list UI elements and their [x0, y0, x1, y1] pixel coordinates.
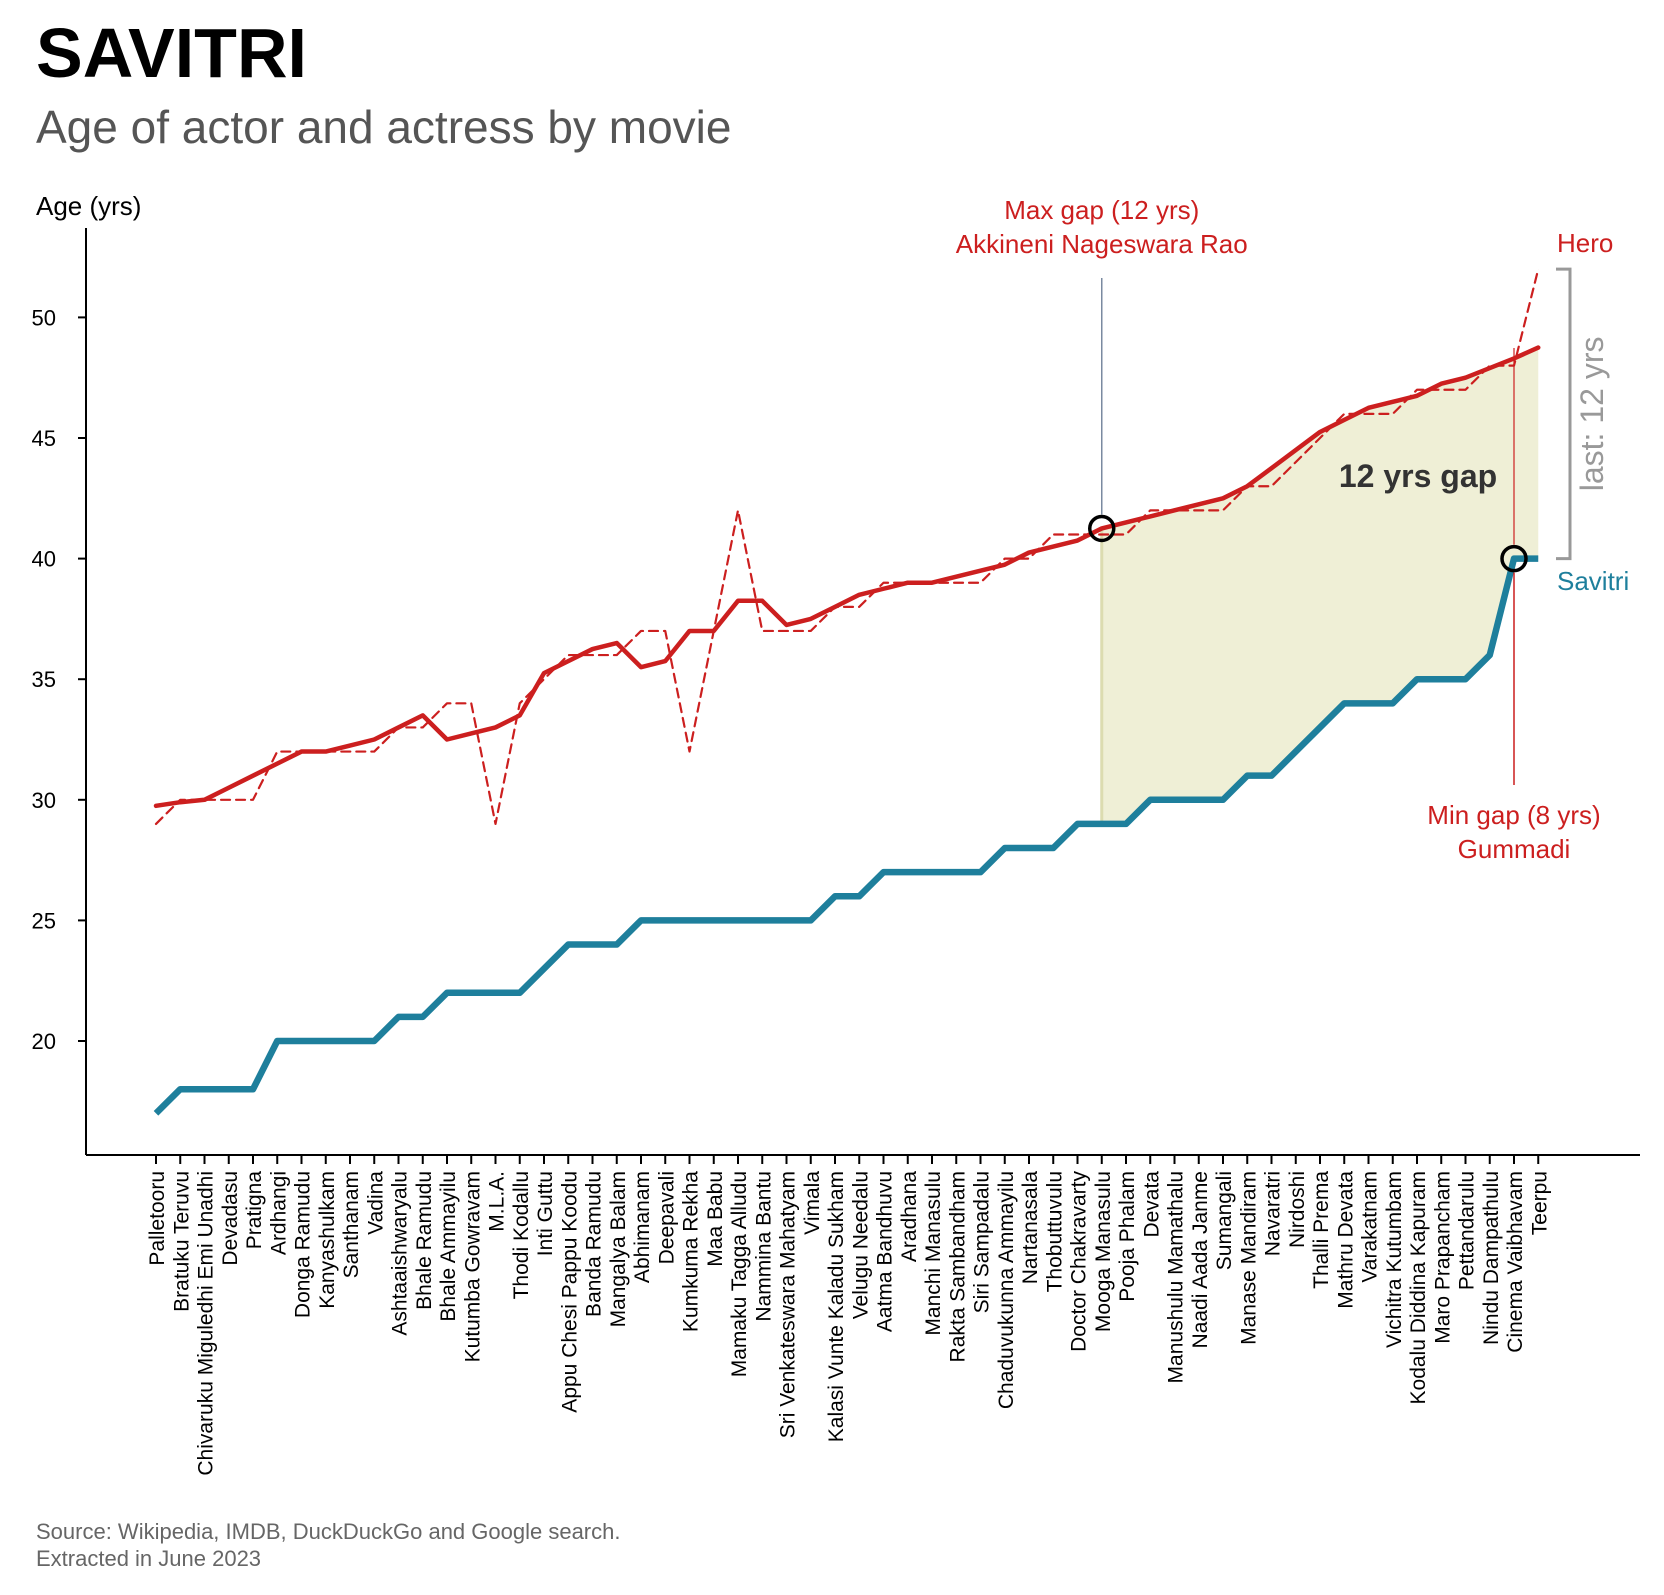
- x-tick-label: Mangalya Balam: [607, 1171, 630, 1327]
- x-tick-label: Deepavali: [655, 1171, 678, 1264]
- x-tick-label: Rakta Sambandham: [946, 1171, 969, 1362]
- x-tick-label: Naadi Aada Janme: [1189, 1171, 1212, 1348]
- hero-series-label: Hero: [1557, 228, 1613, 258]
- chart-subtitle: Age of actor and actress by movie: [36, 101, 732, 153]
- hero-smoothed-line: [153, 345, 1541, 809]
- x-tick-label: Doctor Chakravarty: [1068, 1171, 1091, 1352]
- x-tick-labels: Palletooru Bratuku Teruvu Chivaruku Migule…: [146, 1155, 1551, 1476]
- x-tick-label: Cinema Vaibhavam: [1504, 1171, 1527, 1353]
- x-tick-label: Aatma Bandhuvu: [874, 1171, 897, 1332]
- hero-dashed-line: [154, 268, 1540, 826]
- x-tick-label: Velugu Needalu: [849, 1171, 872, 1319]
- x-tick-label: Varakatnam: [1359, 1171, 1382, 1283]
- x-tick-label: Thodi Kodallu: [510, 1171, 533, 1299]
- x-tick-label: Kodalu Diddina Kapuram: [1407, 1171, 1430, 1404]
- gap-label: 12 yrs gap: [1339, 458, 1497, 494]
- max-gap-label: Max gap (12 yrs): [1004, 195, 1199, 225]
- x-tick-label: Bratuku Teruvu: [170, 1171, 193, 1312]
- x-tick-label: Palletooru: [146, 1171, 169, 1266]
- source-note: Source: Wikipedia, IMDB, DuckDuckGo and …: [36, 1518, 620, 1572]
- y-tick-label: 35: [32, 667, 56, 692]
- extracted-line: Extracted in June 2023: [36, 1546, 262, 1571]
- x-tick-label: Santhanam: [340, 1171, 363, 1278]
- gap-area: [1101, 347, 1539, 824]
- savitri-line: [153, 555, 1539, 1116]
- x-tick-label: Vimala: [801, 1171, 824, 1235]
- x-tick-label: Kumkuma Rekha: [680, 1171, 703, 1332]
- x-tick-label: Kalasi Vunte Kaladu Sukham: [825, 1171, 848, 1442]
- x-tick-label: Abhimanam: [631, 1171, 654, 1283]
- x-tick-label: Nirdoshi: [1286, 1171, 1309, 1248]
- savitri-series-label: Savitri: [1557, 566, 1629, 596]
- x-tick-label: Devadasu: [219, 1171, 242, 1266]
- x-tick-label: Manushulu Mamathalu: [1165, 1171, 1188, 1383]
- x-tick-label: Manchi Manasulu: [922, 1171, 945, 1336]
- series-layer: [153, 268, 1541, 1116]
- x-tick-label: Pooja Phalam: [1116, 1171, 1139, 1302]
- x-tick-label: Sri Venkateswara Mahatyam: [777, 1171, 800, 1438]
- x-tick-label: Pettandarulu: [1456, 1171, 1479, 1290]
- y-axis-label: Age (yrs): [36, 191, 141, 221]
- x-tick-label: Inti Guttu: [534, 1171, 557, 1256]
- x-tick-label: M.L.A.: [486, 1171, 509, 1232]
- x-tick-label: Mathru Devata: [1334, 1171, 1357, 1309]
- x-tick-label: Appu Chesi Pappu Koodu: [558, 1171, 581, 1413]
- x-tick-label: Navaratri: [1262, 1171, 1285, 1256]
- y-tick-label: 40: [32, 547, 56, 572]
- x-tick-label: Manase Mandiram: [1237, 1171, 1260, 1345]
- min-gap-marker: [1500, 544, 1528, 573]
- x-tick-label: Thobuttuvulu: [1043, 1171, 1066, 1292]
- x-tick-label: Sumangali: [1213, 1171, 1236, 1270]
- x-tick-label: Donga Ramudu: [292, 1171, 315, 1318]
- x-tick-label: Nartanasala: [1019, 1171, 1042, 1285]
- x-tick-label: Vadina: [364, 1171, 387, 1235]
- y-tick-label: 20: [32, 1029, 56, 1054]
- min-gap-name: Gummadi: [1458, 834, 1571, 864]
- source-line: Source: Wikipedia, IMDB, DuckDuckGo and …: [36, 1519, 621, 1544]
- max-gap-marker: [1088, 514, 1116, 543]
- x-tick-label: Siri Sampadalu: [971, 1171, 994, 1313]
- x-tick-label: Nammina Bantu: [752, 1171, 775, 1322]
- x-tick-label: Nindu Dampathulu: [1480, 1171, 1503, 1345]
- x-tick-label: Thalli Prema: [1310, 1171, 1333, 1289]
- last-gap-bracket: [1556, 267, 1572, 561]
- x-tick-label: Kutumba Gowravam: [461, 1171, 484, 1362]
- min-gap-label: Min gap (8 yrs): [1427, 800, 1600, 830]
- x-tick-label: Chaduvukunna Ammayilu: [995, 1171, 1018, 1409]
- y-tick-label: 45: [32, 426, 56, 451]
- x-tick-label: Teerpu: [1528, 1171, 1551, 1235]
- x-tick-label: Chivaruku Miguledhi Emi Unadhi: [195, 1171, 218, 1476]
- y-tick-label: 30: [32, 788, 56, 813]
- x-tick-label: Bhale Ramudu: [413, 1171, 436, 1310]
- x-tick-label: Pratigna: [243, 1171, 266, 1250]
- last-gap-label: last: 12 yrs: [1574, 337, 1610, 492]
- gap-shading-layer: [1100, 347, 1539, 824]
- x-tick-label: Maro Prapancham: [1431, 1171, 1454, 1344]
- y-tick-label: 50: [32, 305, 56, 330]
- x-tick-label: Banda Ramudu: [583, 1171, 606, 1317]
- axes-layer: 20 25 30 35 40 45 50 Age (yrs): [32, 191, 1640, 1156]
- x-tick-label: Mooga Manasulu: [1092, 1171, 1115, 1332]
- x-tick-label: Ardhangi: [267, 1171, 290, 1255]
- x-tick-label: Aradhana: [898, 1171, 921, 1262]
- x-tick-label: Devata: [1140, 1171, 1163, 1238]
- annotations-layer: Max gap (12 yrs) Akkineni Nageswara Rao Mi…: [956, 195, 1629, 864]
- x-tick-label: Ashtaaishwaryalu: [389, 1171, 412, 1336]
- chart-title: SAVITRI: [36, 14, 307, 92]
- max-gap-name: Akkineni Nageswara Rao: [956, 229, 1248, 259]
- x-tick-label: Vichitra Kutumbam: [1383, 1171, 1406, 1348]
- x-tick-label: Mamaku Tagga Alludu: [728, 1171, 751, 1377]
- x-tick-label: Bhale Ammayilu: [437, 1171, 460, 1322]
- x-tick-label: Kanyashulkam: [316, 1171, 339, 1309]
- y-tick-label: 25: [32, 908, 56, 933]
- x-tick-label: Maa Babu: [704, 1171, 727, 1267]
